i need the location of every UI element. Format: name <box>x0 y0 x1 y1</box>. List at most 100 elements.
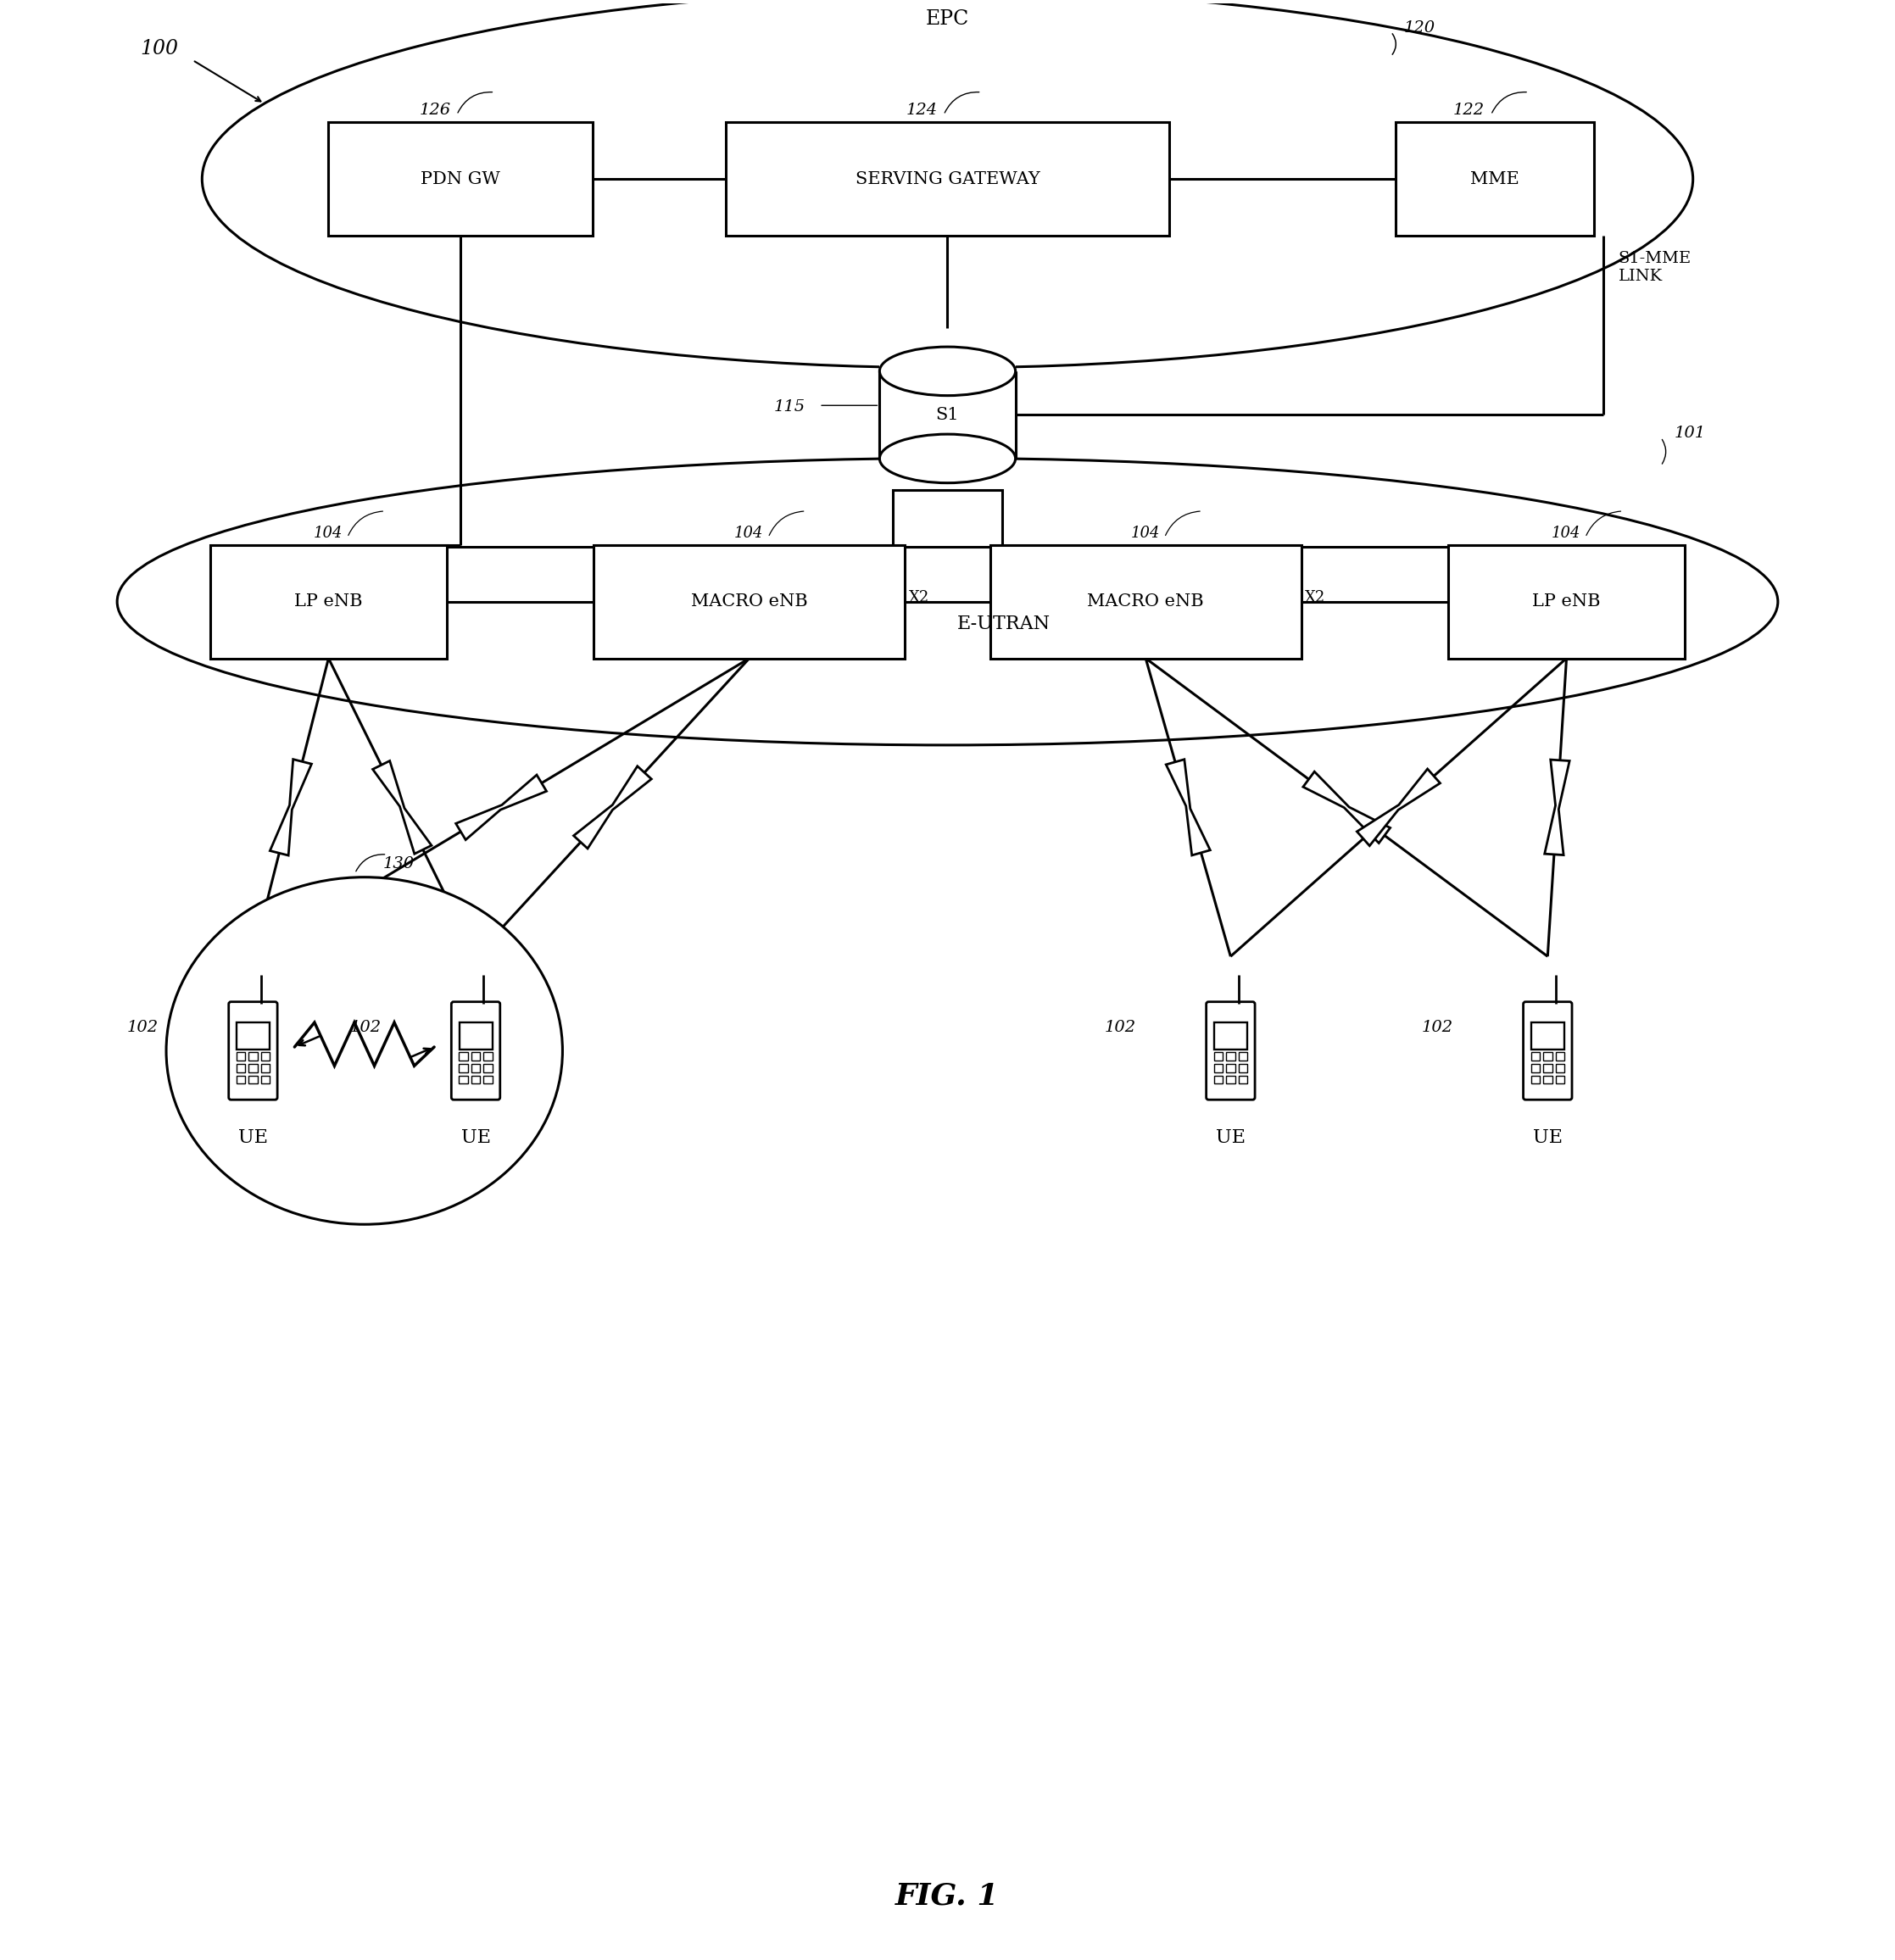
Text: 101: 101 <box>1673 425 1706 441</box>
Text: 104: 104 <box>1131 525 1160 541</box>
Bar <box>459 1053 468 1060</box>
Bar <box>593 545 906 659</box>
Bar <box>1215 1023 1247 1049</box>
Text: MACRO eNB: MACRO eNB <box>692 594 807 610</box>
Text: X2: X2 <box>910 590 929 606</box>
Text: UE: UE <box>460 1129 491 1147</box>
Text: 120: 120 <box>1404 20 1436 35</box>
Text: E-UTRAN: E-UTRAN <box>957 615 1052 633</box>
Text: 102: 102 <box>127 1019 159 1035</box>
Text: 124: 124 <box>906 104 938 118</box>
Text: UE: UE <box>1217 1129 1245 1147</box>
Text: S1: S1 <box>936 408 959 423</box>
Bar <box>459 1076 468 1084</box>
Bar <box>1226 1064 1236 1072</box>
Polygon shape <box>574 766 652 849</box>
Bar <box>1543 1053 1552 1060</box>
Ellipse shape <box>879 347 1016 396</box>
Bar <box>1215 1064 1222 1072</box>
Bar <box>1531 1076 1539 1084</box>
Bar <box>1556 1064 1565 1072</box>
Bar <box>472 1053 479 1060</box>
Text: 115: 115 <box>773 400 805 414</box>
Polygon shape <box>1165 759 1211 855</box>
Ellipse shape <box>879 435 1016 482</box>
Bar <box>726 122 1169 235</box>
Text: 100: 100 <box>140 39 178 59</box>
Text: MACRO eNB: MACRO eNB <box>1088 594 1203 610</box>
Text: EPC: EPC <box>927 10 968 29</box>
Bar <box>1215 1053 1222 1060</box>
Bar <box>328 122 593 235</box>
Polygon shape <box>1357 768 1440 847</box>
Text: 126: 126 <box>419 104 451 118</box>
Bar <box>1556 1053 1565 1060</box>
Text: MME: MME <box>1471 171 1520 186</box>
FancyBboxPatch shape <box>229 1002 277 1100</box>
Bar <box>1226 1076 1236 1084</box>
Text: UE: UE <box>1533 1129 1563 1147</box>
Bar <box>1397 122 1594 235</box>
Ellipse shape <box>203 0 1692 368</box>
Polygon shape <box>457 774 546 839</box>
Bar <box>1531 1064 1539 1072</box>
Bar <box>893 490 1002 547</box>
Bar <box>237 1076 244 1084</box>
Text: FIG. 1: FIG. 1 <box>896 1882 999 1911</box>
Bar <box>879 351 1016 478</box>
Bar <box>248 1064 258 1072</box>
Polygon shape <box>269 759 311 855</box>
Bar <box>1543 1076 1552 1084</box>
Text: 102: 102 <box>351 1019 381 1035</box>
Text: 104: 104 <box>1552 525 1580 541</box>
FancyBboxPatch shape <box>1524 1002 1573 1100</box>
Polygon shape <box>1544 760 1569 855</box>
Text: PDN GW: PDN GW <box>421 171 500 186</box>
Bar <box>459 1023 493 1049</box>
Bar <box>1556 1076 1565 1084</box>
Bar <box>472 1064 479 1072</box>
Polygon shape <box>1304 772 1391 843</box>
Bar <box>1239 1064 1247 1072</box>
Bar <box>262 1064 269 1072</box>
Bar <box>248 1053 258 1060</box>
Bar <box>1543 1064 1552 1072</box>
Bar <box>237 1064 244 1072</box>
Bar <box>483 1076 493 1084</box>
Bar <box>237 1053 244 1060</box>
Bar <box>210 545 447 659</box>
Bar <box>262 1076 269 1084</box>
Text: 104: 104 <box>733 525 764 541</box>
Bar <box>1215 1076 1222 1084</box>
Bar <box>989 545 1302 659</box>
Bar <box>483 1064 493 1072</box>
Text: X2: X2 <box>1306 590 1326 606</box>
Polygon shape <box>373 760 432 855</box>
Ellipse shape <box>117 459 1778 745</box>
Ellipse shape <box>167 878 563 1225</box>
Text: 102: 102 <box>1105 1019 1137 1035</box>
Bar <box>483 1053 493 1060</box>
Text: 130: 130 <box>383 857 415 870</box>
Text: LP eNB: LP eNB <box>294 594 362 610</box>
Text: S1-MME
LINK: S1-MME LINK <box>1618 251 1692 284</box>
Text: 122: 122 <box>1453 104 1486 118</box>
Text: 102: 102 <box>1421 1019 1453 1035</box>
Bar <box>881 370 1014 459</box>
Bar <box>262 1053 269 1060</box>
Bar <box>472 1076 479 1084</box>
Bar <box>1239 1053 1247 1060</box>
Text: 104: 104 <box>313 525 343 541</box>
Bar <box>459 1064 468 1072</box>
Bar <box>1226 1053 1236 1060</box>
Text: LP eNB: LP eNB <box>1533 594 1601 610</box>
Bar <box>248 1076 258 1084</box>
FancyBboxPatch shape <box>1207 1002 1254 1100</box>
Bar <box>1448 545 1685 659</box>
Bar <box>1531 1023 1563 1049</box>
FancyBboxPatch shape <box>451 1002 500 1100</box>
Bar <box>237 1023 269 1049</box>
Bar <box>1239 1076 1247 1084</box>
Bar <box>1531 1053 1539 1060</box>
Text: UE: UE <box>239 1129 267 1147</box>
